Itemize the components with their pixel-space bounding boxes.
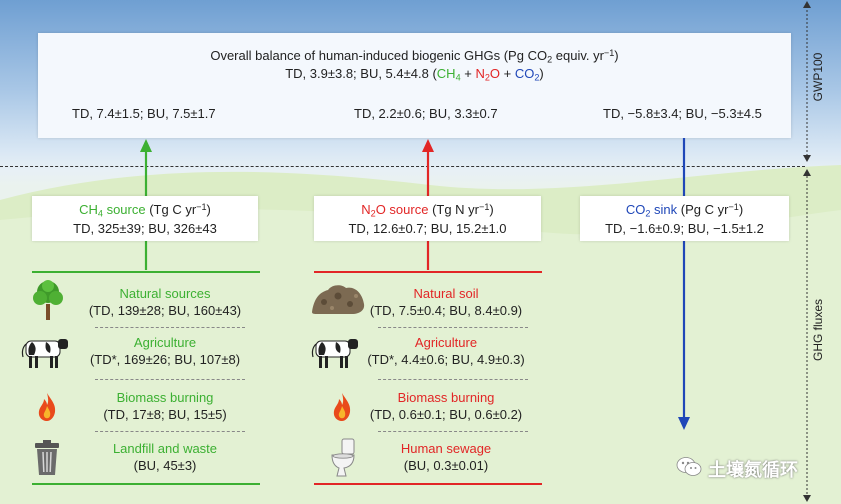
ch4-source-label-agriculture: Agriculture <box>133 335 197 350</box>
n2o-source-values-soil: (TD, 7.5±0.4; BU, 8.4±0.9) <box>369 303 523 318</box>
toilet-icon <box>331 438 355 477</box>
wechat-icon <box>676 457 702 476</box>
tree-icon <box>33 280 63 320</box>
n2o-source-label-biomass: Biomass burning <box>397 390 495 405</box>
divider <box>95 327 245 328</box>
n2o-source-values-agriculture: (TD*, 4.4±0.6; BU, 4.9±0.3) <box>367 352 525 367</box>
ch4-source-values-biomass: (TD, 17±8; BU, 15±5) <box>103 407 227 422</box>
watermark-text: 土壤氮循环 <box>708 460 798 480</box>
overall-title: Overall balance of human-induced biogeni… <box>210 47 619 65</box>
ch4-source-label-biomass: Biomass burning <box>116 390 214 405</box>
overall-balance-box: Overall balance of human-induced biogeni… <box>38 33 791 138</box>
gwp-flux-divider <box>0 166 805 167</box>
ch4-list-top-line <box>32 271 260 273</box>
divider <box>378 327 528 328</box>
ch4-source-values-natural: (TD, 139±28; BU, 160±43) <box>88 303 242 318</box>
gwp-value-ch4: TD, 7.4±1.5; BU, 7.5±1.7 <box>72 106 216 121</box>
side-axis <box>803 1 811 502</box>
overall-values: TD, 3.9±3.8; BU, 5.4±4.8 (CH4 + N2O + CO… <box>285 66 544 83</box>
n2o-source-box: N2O source (Tg N yr−1) TD, 12.6±0.7; BU,… <box>314 196 541 241</box>
cow-icon <box>21 339 68 368</box>
fire-icon <box>38 393 56 421</box>
gwp100-label: GWP100 <box>811 52 825 102</box>
n2o-source-title: N2O source (Tg N yr−1) <box>361 201 494 219</box>
n2o-source-label-agriculture: Agriculture <box>414 335 478 350</box>
divider <box>95 379 245 380</box>
ghg-fluxes-label: GHG fluxes <box>811 299 825 362</box>
n2o-source-values: TD, 12.6±0.7; BU, 15.2±1.0 <box>348 221 507 236</box>
ch4-source-label-natural: Natural sources <box>119 286 211 301</box>
cow-icon <box>311 339 358 368</box>
watermark: 土壤氮循环 <box>676 453 836 483</box>
n2o-list-top-line <box>314 271 542 273</box>
fire-icon <box>333 393 351 421</box>
n2o-source-values-sewage: (BU, 0.3±0.01) <box>403 458 489 473</box>
n2o-list-bottom-line <box>314 483 542 485</box>
n2o-source-label-sewage: Human sewage <box>400 441 492 456</box>
co2-sink-values: TD, −1.6±0.9; BU, −1.5±1.2 <box>605 221 764 236</box>
n2o-source-values-biomass: (TD, 0.6±0.1; BU, 0.6±0.2) <box>369 407 523 422</box>
ch4-source-box: CH4 source (Tg C yr−1) TD, 325±39; BU, 3… <box>32 196 258 241</box>
ch4-source-title: CH4 source (Tg C yr−1) <box>79 201 211 219</box>
co2-sink-box: CO2 sink (Pg C yr−1) TD, −1.6±0.9; BU, −… <box>580 196 789 241</box>
gwp-value-co2: TD, −5.8±3.4; BU, −5.3±4.5 <box>603 106 762 121</box>
soil-icon <box>312 285 365 314</box>
ch4-source-label-landfill: Landfill and waste <box>112 441 218 456</box>
n2o-source-label-soil: Natural soil <box>413 286 479 301</box>
trash-can-icon <box>35 440 59 475</box>
divider <box>95 431 245 432</box>
ch4-source-values-landfill: (BU, 45±3) <box>133 458 197 473</box>
co2-sink-title: CO2 sink (Pg C yr−1) <box>625 201 744 219</box>
ch4-source-values-agriculture: (TD*, 169±26; BU, 107±8) <box>89 352 241 367</box>
background-hills <box>0 165 841 504</box>
ch4-source-values: TD, 325±39; BU, 326±43 <box>73 221 217 236</box>
divider <box>378 379 528 380</box>
divider <box>378 431 528 432</box>
gwp-value-n2o: TD, 2.2±0.6; BU, 3.3±0.7 <box>354 106 498 121</box>
ch4-list-bottom-line <box>32 483 260 485</box>
